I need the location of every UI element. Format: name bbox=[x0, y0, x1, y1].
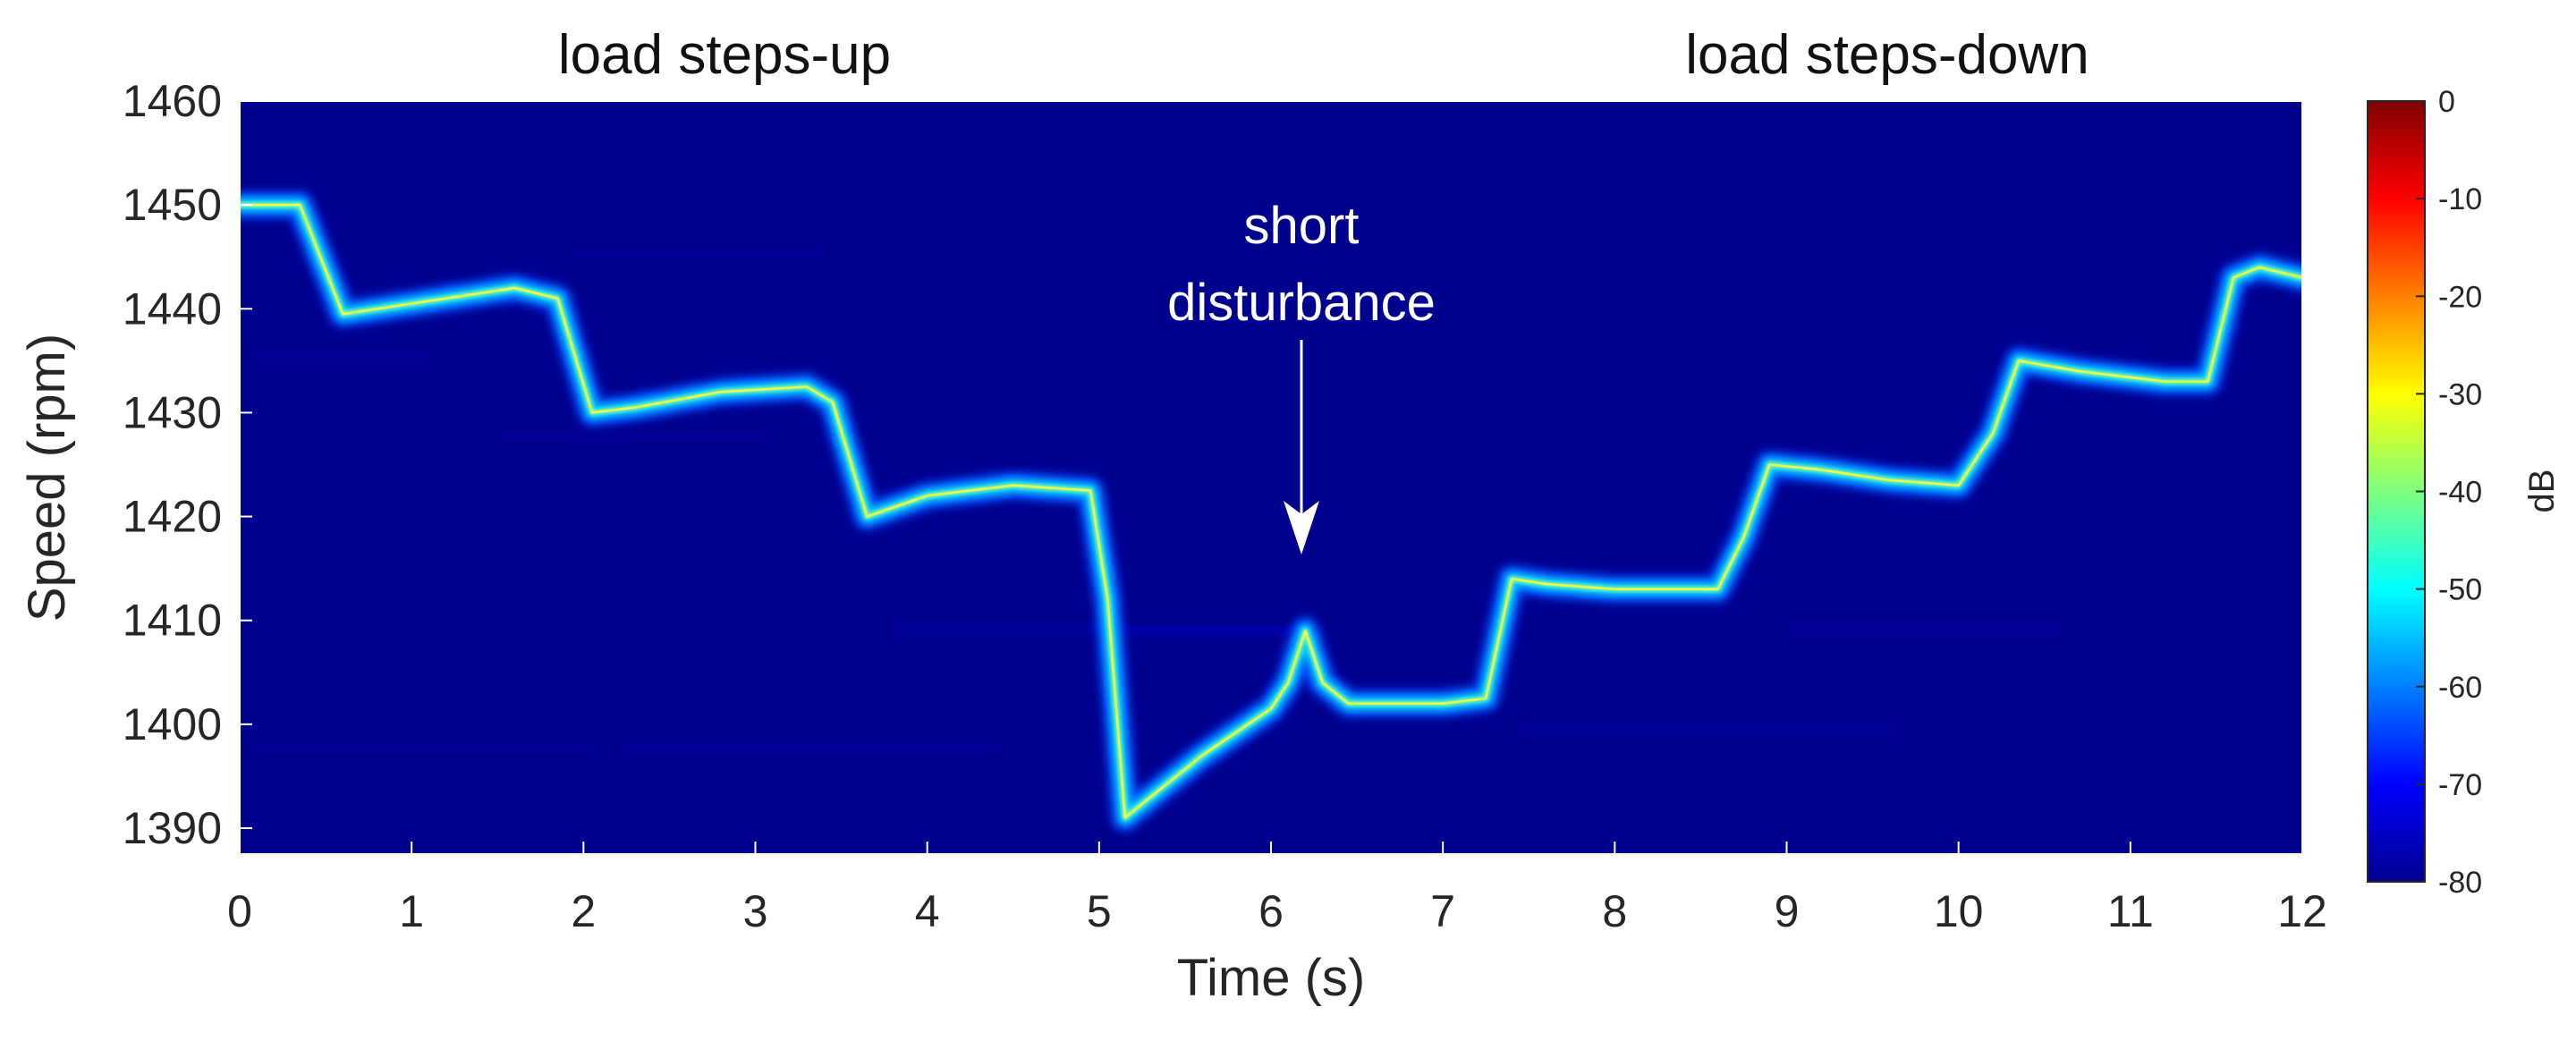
y-tick-label: 1390 bbox=[123, 803, 222, 853]
noise-band bbox=[626, 744, 1002, 751]
colorbar-tick-label: -20 bbox=[2438, 280, 2482, 314]
noise-band bbox=[1521, 726, 1896, 733]
noise-band bbox=[501, 434, 769, 440]
speed-trace bbox=[240, 191, 2302, 832]
x-tick-label: 5 bbox=[1087, 886, 1112, 936]
disturbance-annotation-line1: short bbox=[1244, 197, 1360, 255]
noise-band bbox=[894, 626, 1100, 633]
x-axis-label: Time (s) bbox=[1177, 949, 1365, 1007]
colorbar-label: dB bbox=[2522, 470, 2562, 513]
steps-down-annotation: load steps-down bbox=[1685, 24, 2089, 86]
disturbance-arrow-head bbox=[1284, 501, 1319, 554]
y-axis-label: Speed (rpm) bbox=[18, 334, 76, 622]
x-tick-label: 7 bbox=[1430, 886, 1455, 936]
x-tick-label: 11 bbox=[2107, 886, 2154, 936]
y-tick-label: 1410 bbox=[123, 596, 222, 646]
x-tick-label: 0 bbox=[227, 886, 252, 936]
colorbar-ticks: 0 -10 -20 -30 -40 -50 -60 -70 -80 bbox=[2416, 85, 2482, 900]
colorbar-tick-label: -60 bbox=[2438, 671, 2482, 705]
x-axis: 0 1 2 3 4 5 6 7 8 9 10 11 12 bbox=[227, 842, 2327, 936]
colorbar bbox=[2367, 100, 2426, 883]
y-tick-label: 1400 bbox=[123, 699, 222, 749]
x-tick-label: 3 bbox=[743, 886, 768, 936]
colorbar-tick-label: -40 bbox=[2438, 476, 2482, 510]
y-tick-label: 1430 bbox=[123, 387, 222, 437]
y-tick-label: 1460 bbox=[123, 76, 222, 126]
colorbar-tick-label: -50 bbox=[2438, 573, 2482, 607]
y-axis: 1390 1400 1410 1420 1430 1440 1450 1460 bbox=[123, 76, 252, 853]
x-tick-label: 9 bbox=[1775, 886, 1800, 936]
noise-band bbox=[1789, 626, 2057, 633]
colorbar-tick-label: -70 bbox=[2438, 768, 2482, 802]
x-tick-label: 4 bbox=[915, 886, 940, 936]
steps-up-annotation: load steps-up bbox=[558, 24, 891, 86]
trace-peak bbox=[240, 203, 2302, 819]
x-tick-label: 12 bbox=[2277, 886, 2327, 936]
x-tick-label: 2 bbox=[571, 886, 596, 936]
disturbance-annotation-line2: disturbance bbox=[1167, 274, 1436, 332]
x-tick-label: 1 bbox=[399, 886, 424, 936]
noise-band bbox=[250, 353, 429, 360]
colorbar-tick-label: 0 bbox=[2438, 85, 2455, 119]
noise-band bbox=[572, 250, 823, 257]
colorbar-tick-label: -80 bbox=[2438, 866, 2482, 900]
y-tick-label: 1440 bbox=[123, 284, 222, 334]
x-tick-label: 10 bbox=[1934, 886, 1984, 936]
x-tick-label: 6 bbox=[1258, 886, 1284, 936]
colorbar-tick-label: -10 bbox=[2438, 182, 2482, 216]
y-tick-label: 1420 bbox=[123, 492, 222, 542]
y-tick-label: 1450 bbox=[123, 180, 222, 230]
colorbar-tick-label: -30 bbox=[2438, 377, 2482, 411]
noise-band bbox=[1118, 626, 1306, 635]
noise-band bbox=[250, 744, 590, 750]
x-tick-label: 8 bbox=[1602, 886, 1627, 936]
